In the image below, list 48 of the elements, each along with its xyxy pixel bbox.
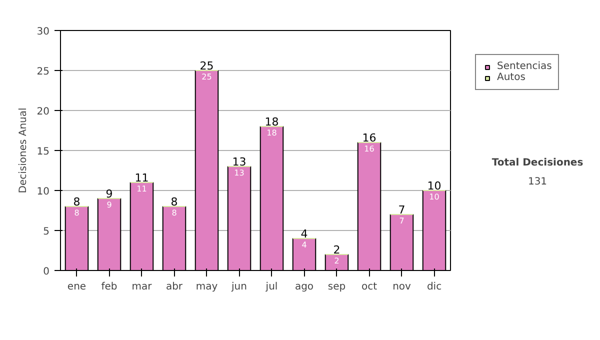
data-label: 2 bbox=[334, 256, 340, 266]
data-label: 16 bbox=[364, 144, 374, 154]
total-label: 25 bbox=[200, 60, 214, 72]
x-tick-label: dic bbox=[426, 282, 442, 292]
data-label: 4 bbox=[302, 240, 307, 250]
total-label: 16 bbox=[362, 132, 376, 144]
y-tick-label: 5 bbox=[43, 226, 50, 238]
total-label: 18 bbox=[264, 116, 279, 128]
x-tick-label: ago bbox=[294, 282, 314, 292]
text: 131 bbox=[528, 176, 548, 188]
data-label: 8 bbox=[172, 208, 177, 218]
y-tick-label: 25 bbox=[36, 66, 50, 78]
x-tick-label: oct bbox=[361, 282, 378, 292]
total-label: 8 bbox=[73, 196, 80, 208]
data-label: 18 bbox=[266, 128, 277, 138]
x-tick-label: abr bbox=[166, 282, 184, 292]
legend-label: Sentencias bbox=[497, 61, 552, 72]
total-label: 10 bbox=[427, 180, 442, 192]
text: Total Decisiones bbox=[492, 158, 584, 168]
x-tick-label: may bbox=[196, 282, 218, 292]
data-label: 25 bbox=[202, 72, 212, 82]
data-label: 9 bbox=[106, 200, 112, 210]
total-label: 9 bbox=[106, 188, 113, 200]
x-tick-label: mar bbox=[132, 282, 153, 292]
y-tick-label: 15 bbox=[36, 146, 50, 158]
total-label: 8 bbox=[170, 196, 178, 208]
y-tick-label: 20 bbox=[36, 106, 50, 118]
data-label: 11 bbox=[136, 184, 147, 194]
data-label: 8 bbox=[74, 208, 80, 218]
y-tick-label: 30 bbox=[36, 26, 50, 38]
data-label: 13 bbox=[234, 168, 244, 178]
x-tick-label: nov bbox=[392, 282, 412, 292]
data-label: 7 bbox=[399, 216, 404, 226]
data-label: 10 bbox=[429, 192, 440, 202]
y-axis-title: Decisiones Anual bbox=[18, 108, 29, 194]
total-label: 2 bbox=[333, 244, 340, 256]
x-tick-label: feb bbox=[101, 282, 118, 292]
legend-label: Autos bbox=[497, 72, 526, 83]
total-label: 11 bbox=[134, 172, 149, 184]
total-label: 13 bbox=[232, 156, 246, 168]
x-tick-label: sep bbox=[328, 282, 346, 292]
total-label: 7 bbox=[398, 204, 406, 216]
x-tick-label: jul bbox=[264, 282, 278, 292]
total-label: 4 bbox=[300, 228, 308, 240]
x-tick-label: ene bbox=[67, 282, 86, 292]
y-tick-label: 0 bbox=[43, 266, 50, 278]
y-tick-label: 10 bbox=[36, 186, 50, 198]
x-tick-label: jun bbox=[230, 282, 247, 292]
